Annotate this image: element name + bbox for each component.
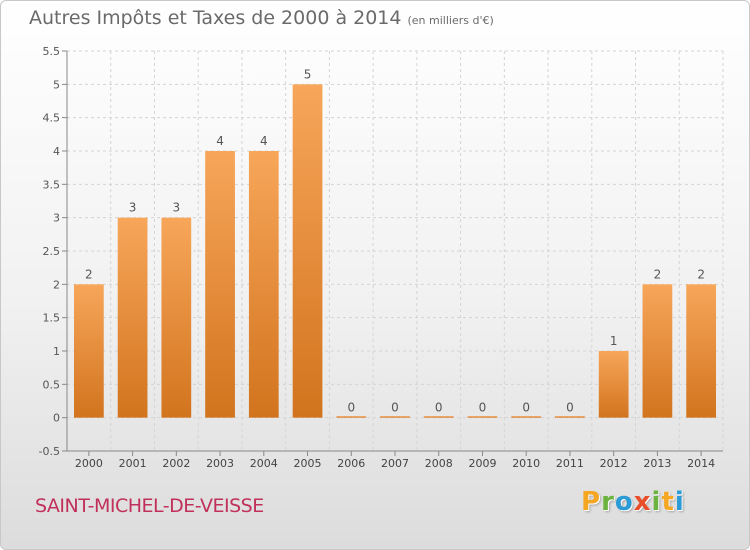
y-tick-label: 0.5 — [43, 378, 61, 391]
data-label: 3 — [173, 201, 181, 215]
logo-letter: t — [661, 487, 675, 517]
data-label: 0 — [566, 401, 574, 415]
x-tick-label: 2002 — [162, 457, 190, 470]
x-tick-label: 2007 — [381, 457, 409, 470]
bar — [73, 284, 104, 418]
bar — [423, 416, 454, 418]
logo-letter: x — [633, 487, 652, 517]
bar — [205, 151, 235, 418]
x-tick-label: 2013 — [643, 457, 671, 470]
logo-letter: P — [581, 487, 602, 517]
x-tick-label: 2011 — [556, 457, 584, 470]
logo-letter: i — [651, 487, 662, 517]
y-tick-label: 3 — [53, 212, 60, 225]
bar — [686, 284, 717, 418]
bars: 2 3 3 4 4 5 0 0 0 0 0 0 1 2 2 — [73, 67, 717, 418]
bar — [511, 416, 542, 418]
logo-letter: i — [674, 487, 685, 517]
chart-title: Autres Impôts et Taxes de 2000 à 2014 (en… — [29, 7, 494, 29]
chart-unit: (en milliers d'€) — [407, 14, 494, 27]
data-label: 0 — [435, 401, 443, 415]
bar — [161, 217, 192, 418]
x-tick-label: 2008 — [425, 457, 453, 470]
data-label: 5 — [304, 67, 312, 81]
commune-name: SAINT-MICHEL-DE-VEISSE — [35, 495, 264, 517]
data-label: 2 — [697, 267, 705, 281]
data-label: 0 — [391, 401, 399, 415]
logo-letter: r — [601, 487, 615, 517]
bar — [380, 416, 410, 418]
bar — [598, 351, 629, 418]
data-label: 4 — [216, 134, 224, 148]
y-tick-label: -0.5 — [39, 445, 60, 458]
x-tick-label: 2000 — [75, 457, 103, 470]
data-label: 0 — [479, 401, 487, 415]
x-tick-label: 2005 — [294, 457, 322, 470]
proxiti-logo: Proxiti — [581, 487, 685, 517]
x-tick-label: 2001 — [119, 457, 147, 470]
y-tick-label: 5.5 — [43, 45, 61, 58]
bar — [248, 151, 279, 418]
y-tick-label: 2 — [53, 278, 60, 291]
data-label: 2 — [654, 267, 662, 281]
x-tick-label: 2010 — [512, 457, 540, 470]
y-tick-label: 3.5 — [43, 178, 61, 191]
x-tick-label: 2014 — [687, 457, 715, 470]
bar — [336, 416, 367, 418]
x-tick-label: 2003 — [206, 457, 234, 470]
data-label: 0 — [522, 401, 530, 415]
bar — [117, 217, 148, 418]
data-label: 2 — [85, 267, 93, 281]
y-tick-label: 1.5 — [43, 312, 61, 325]
data-label: 4 — [260, 134, 268, 148]
y-tick-label: 4 — [53, 145, 60, 158]
logo-letter: o — [614, 487, 634, 517]
y-tick-label: 2.5 — [43, 245, 61, 258]
x-tick-label: 2006 — [337, 457, 365, 470]
bar — [292, 84, 323, 418]
data-label: 3 — [129, 201, 137, 215]
y-tick-label: 0 — [53, 412, 60, 425]
chart-title-text: Autres Impôts et Taxes de 2000 à 2014 — [29, 7, 402, 29]
x-tick-label: 2004 — [250, 457, 278, 470]
data-label: 1 — [610, 334, 618, 348]
x-tick-label: 2012 — [600, 457, 628, 470]
y-tick-label: 4.5 — [43, 112, 61, 125]
data-label: 0 — [347, 401, 355, 415]
bar — [555, 416, 585, 418]
x-tick-label: 2009 — [468, 457, 496, 470]
bar — [467, 416, 498, 418]
y-tick-label: 1 — [53, 345, 60, 358]
y-tick-label: 5 — [53, 78, 60, 91]
bar — [642, 284, 673, 418]
